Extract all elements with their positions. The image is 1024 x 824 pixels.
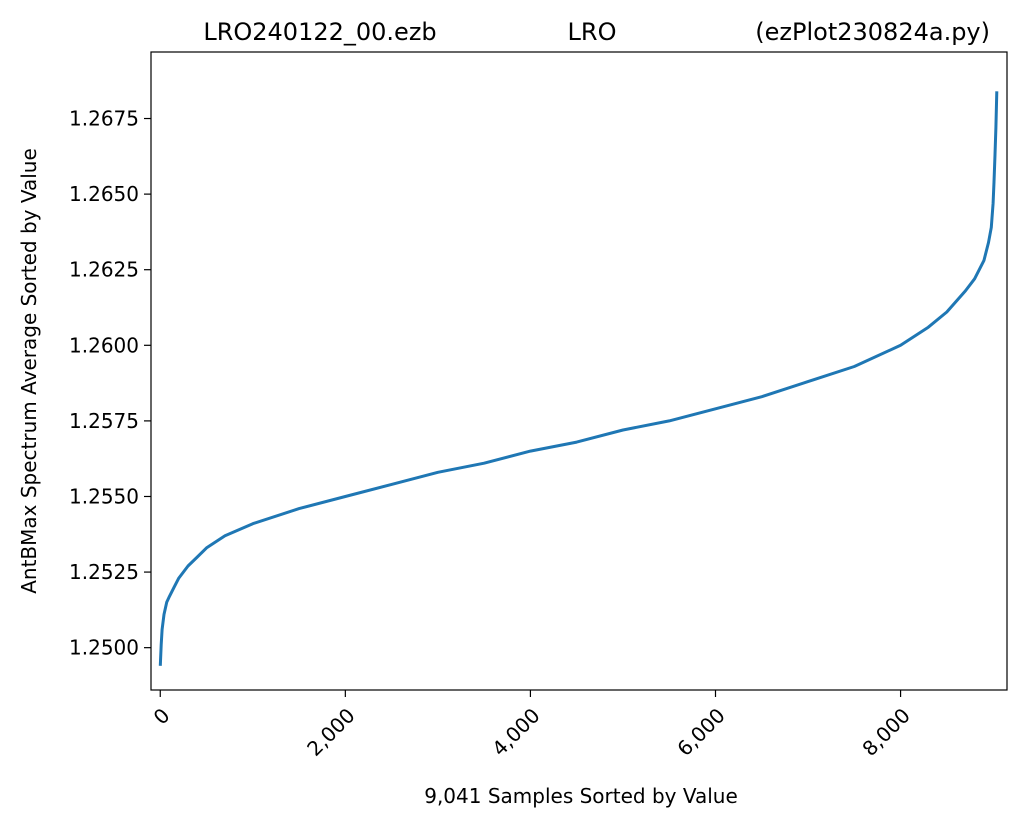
- y-axis-label: AntBMax Spectrum Average Sorted by Value: [17, 148, 41, 594]
- y-tick-label: 1.2525: [69, 560, 139, 584]
- y-tick-label: 1.2575: [69, 409, 139, 433]
- y-tick-label: 1.2650: [69, 182, 139, 206]
- chart-title-right: (ezPlot230824a.py): [755, 18, 990, 46]
- x-axis-label: 9,041 Samples Sorted by Value: [424, 784, 738, 808]
- x-tick-label: 8,000: [857, 703, 914, 760]
- plot-frame: [150, 51, 1008, 691]
- y-tick-label: 1.2600: [69, 333, 139, 357]
- y-tick-label: 1.2625: [69, 258, 139, 282]
- y-tick-label: 1.2550: [69, 484, 139, 508]
- x-tick-label: 0: [149, 703, 175, 729]
- x-tick-label: 2,000: [302, 703, 359, 760]
- y-tick-label: 1.2500: [69, 636, 139, 660]
- series-line-0: [158, 91, 999, 666]
- x-axis-ticks: 0 2,000 4,000 6,000 8,000: [149, 690, 915, 761]
- y-axis-ticks: 1.2500 1.2525 1.2550 1.2575 1.2600 1.2625 1.26…: [69, 107, 151, 660]
- plot-area: [150, 51, 1008, 691]
- chart-title-center: LRO: [568, 18, 617, 46]
- y-tick-label: 1.2675: [69, 107, 139, 131]
- chart-title-left: LRO240122_00.ezb: [203, 18, 436, 46]
- x-tick-label: 6,000: [672, 703, 729, 760]
- x-tick-label: 4,000: [487, 703, 544, 760]
